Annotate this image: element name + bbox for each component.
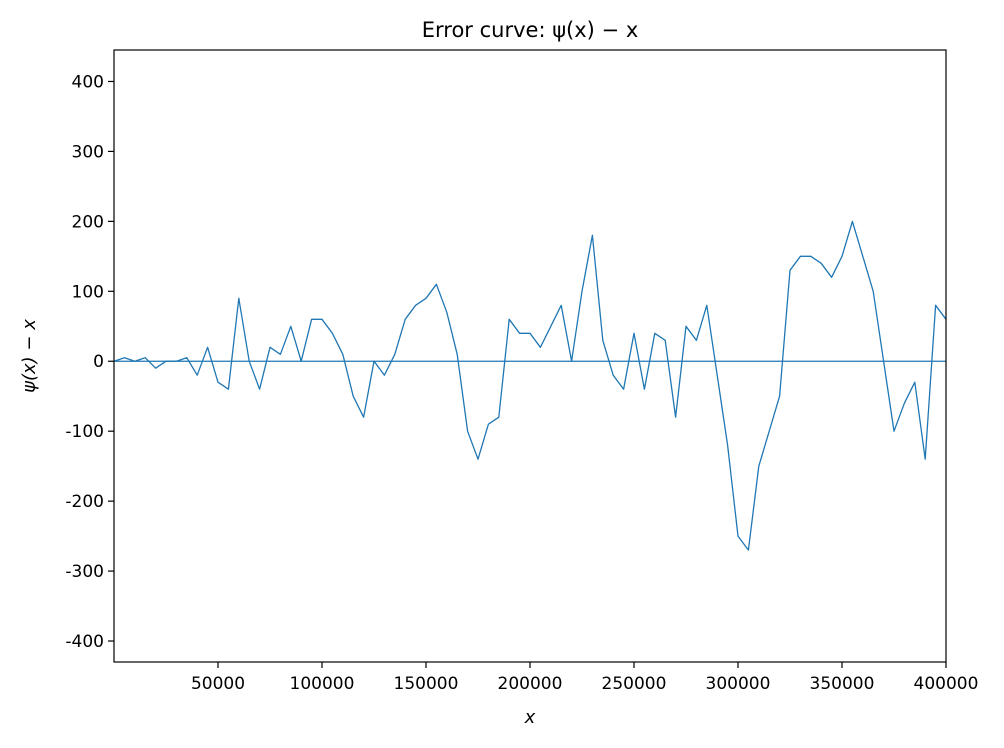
plot-area-background [114,50,946,662]
y-tick-label: 100 [72,282,104,302]
y-tick-label: -200 [65,492,104,512]
y-axis-label: ψ(x) − x [19,319,40,393]
y-tick-label: -400 [65,632,104,652]
chart-title: Error curve: ψ(x) − x [422,18,639,42]
x-tick-label: 200000 [498,674,563,694]
x-tick-label: 50000 [191,674,245,694]
y-tick-label: 0 [93,352,104,372]
x-axis-label: x [524,707,536,728]
x-tick-label: 100000 [290,674,355,694]
error-series-line [113,220,947,551]
x-axis-ticks: 50000 100000 150000 200000 250000 300000 35000… [191,662,979,694]
y-tick-label: 200 [72,212,104,232]
x-tick-label: 350000 [810,674,875,694]
x-tick-label: 150000 [394,674,459,694]
y-tick-label: 300 [72,142,104,162]
plot-frame [113,49,947,663]
y-tick-label: -100 [65,422,104,442]
x-tick-label: 250000 [602,674,667,694]
y-tick-label: -300 [65,562,104,582]
x-tick-label: 400000 [914,674,979,694]
y-tick-label: 400 [72,72,104,92]
x-tick-label: 300000 [706,674,771,694]
y-axis-ticks: 400 300 200 100 0 -100 -200 -300 -400 [65,72,114,652]
